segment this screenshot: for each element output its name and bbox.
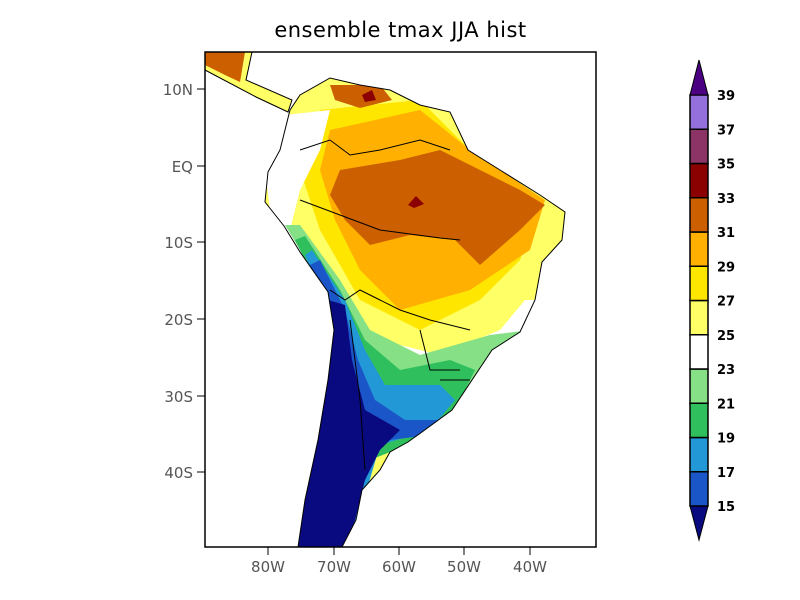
colorbar-box: [689, 162, 709, 199]
colorbar-label: 19: [717, 432, 735, 447]
colorbar-label: 35: [717, 158, 735, 173]
colorbar-label: 21: [717, 397, 735, 412]
colorbar-box: [689, 94, 709, 130]
lat-label: 10N: [163, 81, 193, 99]
lat-label: EQ: [172, 158, 193, 176]
colorbar-label: 37: [717, 123, 735, 138]
colorbar-label: 33: [717, 192, 735, 207]
lon-label: 50W: [447, 558, 481, 576]
country-borders: [299, 139, 471, 471]
lon-axis: 80W 70W 60W 50W 40W: [251, 547, 547, 576]
colorbar-label: 27: [717, 295, 735, 310]
colorbar-box: [689, 197, 709, 233]
colorbar-max-arrow: [689, 59, 709, 96]
colorbar-label: 39: [717, 89, 735, 104]
lon-label: 40W: [513, 558, 547, 576]
colorbar-label: 15: [717, 500, 735, 515]
colorbar-box: [689, 265, 709, 302]
colorbar-box: [689, 231, 709, 267]
colorbar-box: [689, 436, 709, 473]
lat-label: 40S: [164, 464, 193, 482]
lat-label: 20S: [164, 311, 193, 329]
lat-label: 10S: [164, 234, 193, 252]
colorbar-label: 17: [717, 466, 735, 481]
colorbar-label: 25: [717, 329, 735, 344]
colorbar-box: [689, 299, 709, 336]
lat-label: 30S: [164, 388, 193, 406]
colorbar-box: [689, 471, 709, 507]
contour-map: [205, 52, 566, 547]
lon-label: 80W: [251, 558, 285, 576]
colorbar: 15 17 19 21 23 25 27 29 31 33 35 37 39: [689, 59, 735, 542]
map-title: ensemble tmax JJA hist: [274, 18, 527, 42]
colorbar-box: [689, 128, 709, 165]
lon-label: 60W: [382, 558, 416, 576]
map-frame: [204, 51, 597, 548]
lat-axis: 10N EQ 10S 20S 30S 40S: [163, 81, 205, 482]
colorbar-box: [689, 368, 709, 404]
colorbar-label: 31: [717, 226, 735, 241]
colorbar-min-arrow: [689, 505, 709, 542]
colorbar-box: [689, 334, 709, 370]
lon-label: 70W: [317, 558, 351, 576]
colorbar-box: [689, 402, 709, 439]
colorbar-label: 23: [717, 363, 735, 378]
colorbar-label: 29: [717, 260, 735, 275]
